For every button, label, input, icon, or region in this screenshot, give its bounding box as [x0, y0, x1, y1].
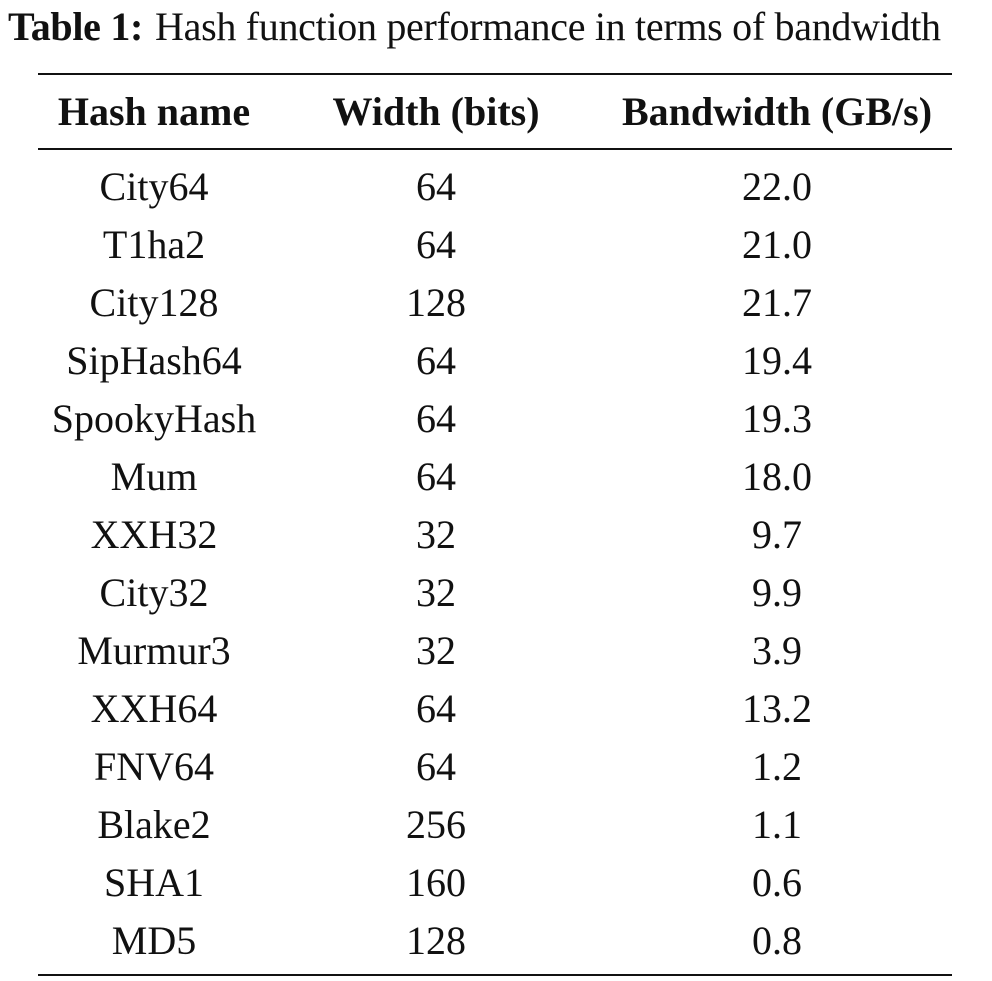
header-hash-name: Hash name: [57, 89, 251, 134]
table-row: City32 32 9.9: [38, 564, 952, 622]
cell-bandwidth: 21.0: [742, 222, 812, 267]
cell-bandwidth: 0.8: [752, 918, 802, 963]
cell-hash-name: City64: [99, 164, 209, 209]
table-header: Hash name Width (bits) Bandwidth (GB/s): [38, 75, 952, 148]
table-row: T1ha2 64 21.0: [38, 216, 952, 274]
cell-width: 128: [406, 280, 466, 325]
table-row: Murmur3 32 3.9: [38, 622, 952, 680]
cell-hash-name: SipHash64: [66, 338, 242, 383]
hash-performance-table: Hash name Width (bits) Bandwidth (GB/s) …: [38, 75, 952, 970]
cell-bandwidth: 1.1: [752, 802, 802, 847]
cell-hash-name: City32: [99, 570, 209, 615]
cell-width: 64: [416, 338, 456, 383]
table-row: SpookyHash 64 19.3: [38, 390, 952, 448]
cell-bandwidth: 18.0: [742, 454, 812, 499]
cell-hash-name: XXH32: [90, 512, 218, 557]
cell-hash-name: Murmur3: [77, 628, 231, 673]
cell-width: 32: [416, 570, 456, 615]
cell-bandwidth: 1.2: [752, 744, 802, 789]
cell-width: 32: [416, 512, 456, 557]
table-body: City64 64 22.0 T1ha2 64 21.0 City128 128…: [38, 148, 952, 970]
cell-hash-name: Blake2: [97, 802, 211, 847]
cell-bandwidth: 19.3: [742, 396, 812, 441]
cell-hash-name: SHA1: [103, 860, 205, 905]
cell-hash-name: XXH64: [90, 686, 218, 731]
table-row: XXH32 32 9.7: [38, 506, 952, 564]
cell-hash-name: SpookyHash: [51, 396, 257, 441]
cell-bandwidth: 13.2: [742, 686, 812, 731]
table-row: City128 128 21.7: [38, 274, 952, 332]
cell-hash-name: Mum: [110, 454, 198, 499]
table-row: SHA1 160 0.6: [38, 854, 952, 912]
cell-bandwidth: 0.6: [752, 860, 802, 905]
table-row: Mum 64 18.0: [38, 448, 952, 506]
table-row: City64 64 22.0: [38, 148, 952, 216]
cell-width: 64: [416, 744, 456, 789]
table-row: XXH64 64 13.2: [38, 680, 952, 738]
caption-label: Table 1:: [8, 4, 144, 49]
cell-bandwidth: 3.9: [752, 628, 802, 673]
table-row: MD5 128 0.8: [38, 912, 952, 970]
cell-width: 64: [416, 164, 456, 209]
table-caption: Table 1: Hash function performance in ter…: [8, 4, 988, 50]
top-rule: [38, 73, 952, 75]
cell-hash-name: FNV64: [93, 744, 215, 789]
cell-width: 160: [406, 860, 466, 905]
cell-width: 256: [406, 802, 466, 847]
cell-width: 64: [416, 686, 456, 731]
cell-width: 32: [416, 628, 456, 673]
bottom-rule: [38, 974, 952, 976]
header-row: Hash name Width (bits) Bandwidth (GB/s): [38, 75, 952, 148]
caption-text: Hash function performance in terms of ba…: [155, 4, 941, 49]
cell-bandwidth: 22.0: [742, 164, 812, 209]
cell-bandwidth: 9.9: [752, 570, 802, 615]
header-width: Width (bits): [332, 89, 540, 134]
cell-bandwidth: 19.4: [742, 338, 812, 383]
header-bandwidth: Bandwidth (GB/s): [621, 89, 933, 134]
cell-width: 64: [416, 454, 456, 499]
cell-hash-name: City128: [89, 280, 219, 325]
cell-hash-name: T1ha2: [102, 222, 206, 267]
cell-width: 64: [416, 222, 456, 267]
cell-bandwidth: 21.7: [742, 280, 812, 325]
header-rule: [38, 148, 952, 150]
table-row: Blake2 256 1.1: [38, 796, 952, 854]
cell-width: 64: [416, 396, 456, 441]
table-row: FNV64 64 1.2: [38, 738, 952, 796]
cell-hash-name: MD5: [111, 918, 197, 963]
cell-bandwidth: 9.7: [752, 512, 802, 557]
cell-width: 128: [406, 918, 466, 963]
table-row: SipHash64 64 19.4: [38, 332, 952, 390]
